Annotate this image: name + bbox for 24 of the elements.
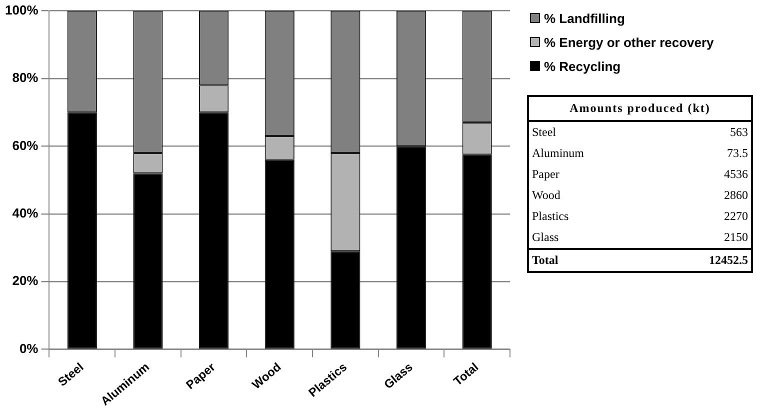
y-tick-label: 0% xyxy=(19,340,39,356)
data-label: 2860 xyxy=(724,188,748,203)
data-label: 73.5 xyxy=(727,146,748,161)
y-tick-label: 60% xyxy=(12,138,39,153)
category-label: Total xyxy=(532,253,558,268)
data-label: 2150 xyxy=(724,230,748,245)
data-label: 12452.5 xyxy=(709,253,748,268)
category-label: Aluminum xyxy=(532,146,584,161)
data-label: 563 xyxy=(730,125,748,140)
y-tick-label: 20% xyxy=(12,273,39,288)
category-label: Paper xyxy=(532,167,560,182)
category-label: Glass xyxy=(532,230,559,245)
category-label: Wood xyxy=(532,188,560,203)
category-label: Steel xyxy=(532,125,556,140)
y-tick-label: 80% xyxy=(12,70,39,86)
legend-label: % Energy or other recovery xyxy=(544,34,714,50)
category-label: Plastics xyxy=(532,209,569,224)
text: Amounts produced (kt) xyxy=(529,97,751,122)
y-tick-label: 40% xyxy=(12,205,39,220)
data-label: 2270 xyxy=(724,209,748,224)
y-tick-label: 100% xyxy=(5,2,39,18)
data-label: 4536 xyxy=(724,167,748,182)
legend-label: % Recycling xyxy=(544,58,621,74)
legend-label: % Landfilling xyxy=(544,10,625,26)
